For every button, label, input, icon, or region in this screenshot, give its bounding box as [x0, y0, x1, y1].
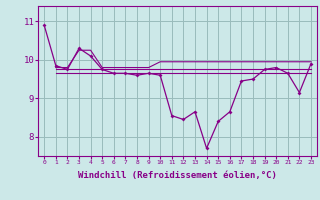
X-axis label: Windchill (Refroidissement éolien,°C): Windchill (Refroidissement éolien,°C)	[78, 171, 277, 180]
